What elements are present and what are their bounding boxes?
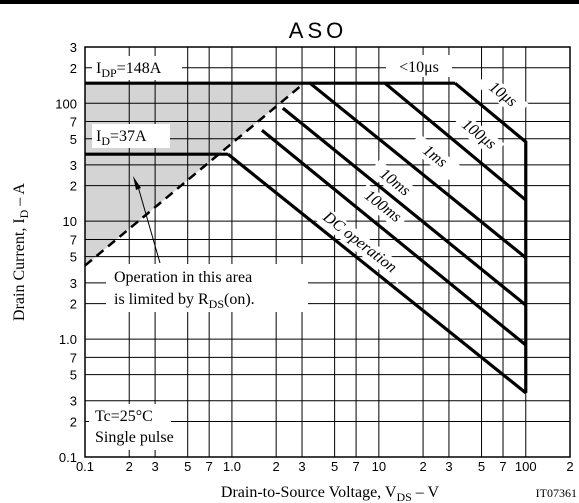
x-tick-label: 3 [151, 459, 158, 474]
y-tick-label: 2 [70, 415, 77, 430]
annotation: IT07361 [536, 486, 577, 500]
line [454, 81, 528, 393]
x-tick-label: 2 [566, 459, 573, 474]
y-tick-label: 3 [70, 276, 77, 291]
text-part: (on). [224, 291, 255, 308]
y-tick-label: 3 [70, 394, 77, 409]
line [281, 106, 527, 307]
label-box [356, 183, 409, 230]
x-tick-label: 3 [298, 459, 305, 474]
x-tick-label: 5 [184, 459, 191, 474]
x-tick-label: 2 [126, 459, 133, 474]
annotation: is limited by RDS(on). [114, 291, 255, 311]
y-tick-label: 3 [70, 40, 77, 55]
x-tick-label: 7 [352, 459, 359, 474]
subscript: D [17, 209, 31, 218]
x-axis-title: Drain-to-Source Voltage, VDS – V [221, 484, 440, 503]
line [226, 152, 527, 395]
grid-layer [84, 46, 571, 458]
lines-layer [84, 81, 528, 395]
label-box [476, 71, 529, 118]
text-part: Drain Current, I [11, 218, 28, 321]
label-box [408, 133, 461, 180]
y-axis-title: Drain Current, ID – A [11, 183, 31, 321]
x-tick-label: 3 [445, 459, 452, 474]
series-label: <10μs [399, 59, 439, 76]
series-label-group: 10μs [476, 71, 529, 118]
labels-layer: 0.1 2 3 5 7 1.0 2 3 5 7 10 2 3 5 7 100 20.123571.0235710… [11, 40, 577, 503]
x-tick-label: 2 [273, 459, 280, 474]
y-tick-label: 10 [63, 214, 77, 229]
text-part: I [96, 60, 101, 77]
text-part: I [96, 128, 101, 145]
text-part: – A [11, 183, 28, 210]
subscript: DS [396, 490, 411, 503]
label-box [310, 201, 409, 284]
y-tick-label: 2 [70, 61, 77, 76]
text-part: Operation in this area [114, 269, 252, 286]
text-part: Tc=25°C [95, 408, 153, 425]
dashed-line [84, 82, 305, 267]
line [383, 81, 527, 202]
subscript: DS [209, 297, 224, 311]
text-part: is limited by R [114, 291, 209, 308]
label-box [89, 404, 171, 450]
label-box [386, 55, 452, 77]
text-part: – V [412, 484, 440, 501]
y-tick-label: 1.0 [59, 332, 77, 347]
x-tick-label: 0.1 [76, 459, 94, 474]
top-bar [0, 0, 579, 4]
x-tick-label: 10 [372, 459, 386, 474]
text-part: Drain-to-Source Voltage, V [221, 484, 397, 501]
subscript: D [101, 134, 110, 148]
line [309, 81, 527, 259]
text-part: Single pulse [95, 429, 174, 446]
x-tick-label: 5 [478, 459, 485, 474]
subscript: DP [101, 66, 117, 80]
y-tick-label: 3 [70, 158, 77, 173]
x-tick-label: 7 [499, 459, 506, 474]
y-tick-label: 0.1 [59, 450, 77, 465]
label-box [106, 264, 308, 312]
y-tick-label: 2 [70, 297, 77, 312]
chart-title: ASO [289, 18, 347, 43]
text-part: =148A [117, 60, 162, 77]
text-part: =37A [110, 128, 147, 145]
y-tick-label: 7 [70, 115, 77, 130]
x-tick-label: 5 [331, 459, 338, 474]
y-tick-label: 7 [70, 232, 77, 247]
y-tick-label: 5 [70, 250, 77, 265]
annotation: Tc=25°C [95, 408, 153, 425]
annotation: ID=37A [96, 128, 147, 148]
annotation: Operation in this area [114, 269, 252, 286]
label-box [452, 111, 505, 158]
label-box [92, 124, 170, 148]
label-box [368, 159, 421, 206]
annotation: IDP=148A [96, 60, 162, 80]
arrow-shaft [136, 182, 161, 264]
line [260, 129, 527, 347]
x-tick-label: 7 [206, 459, 213, 474]
text-part: IT07361 [536, 486, 577, 500]
y-tick-label: 7 [70, 350, 77, 365]
y-tick-label: 100 [55, 96, 77, 111]
plot-frame [84, 46, 571, 458]
x-tick-label: 2 [419, 459, 426, 474]
x-tick-label: 100 [515, 459, 537, 474]
y-tick-label: 5 [70, 132, 77, 147]
arrow-head [133, 176, 141, 190]
y-tick-label: 5 [70, 368, 77, 383]
x-tick-label: 1.0 [223, 459, 241, 474]
annotation: Single pulse [95, 429, 174, 446]
label-box [92, 56, 182, 80]
y-tick-label: 2 [70, 179, 77, 194]
